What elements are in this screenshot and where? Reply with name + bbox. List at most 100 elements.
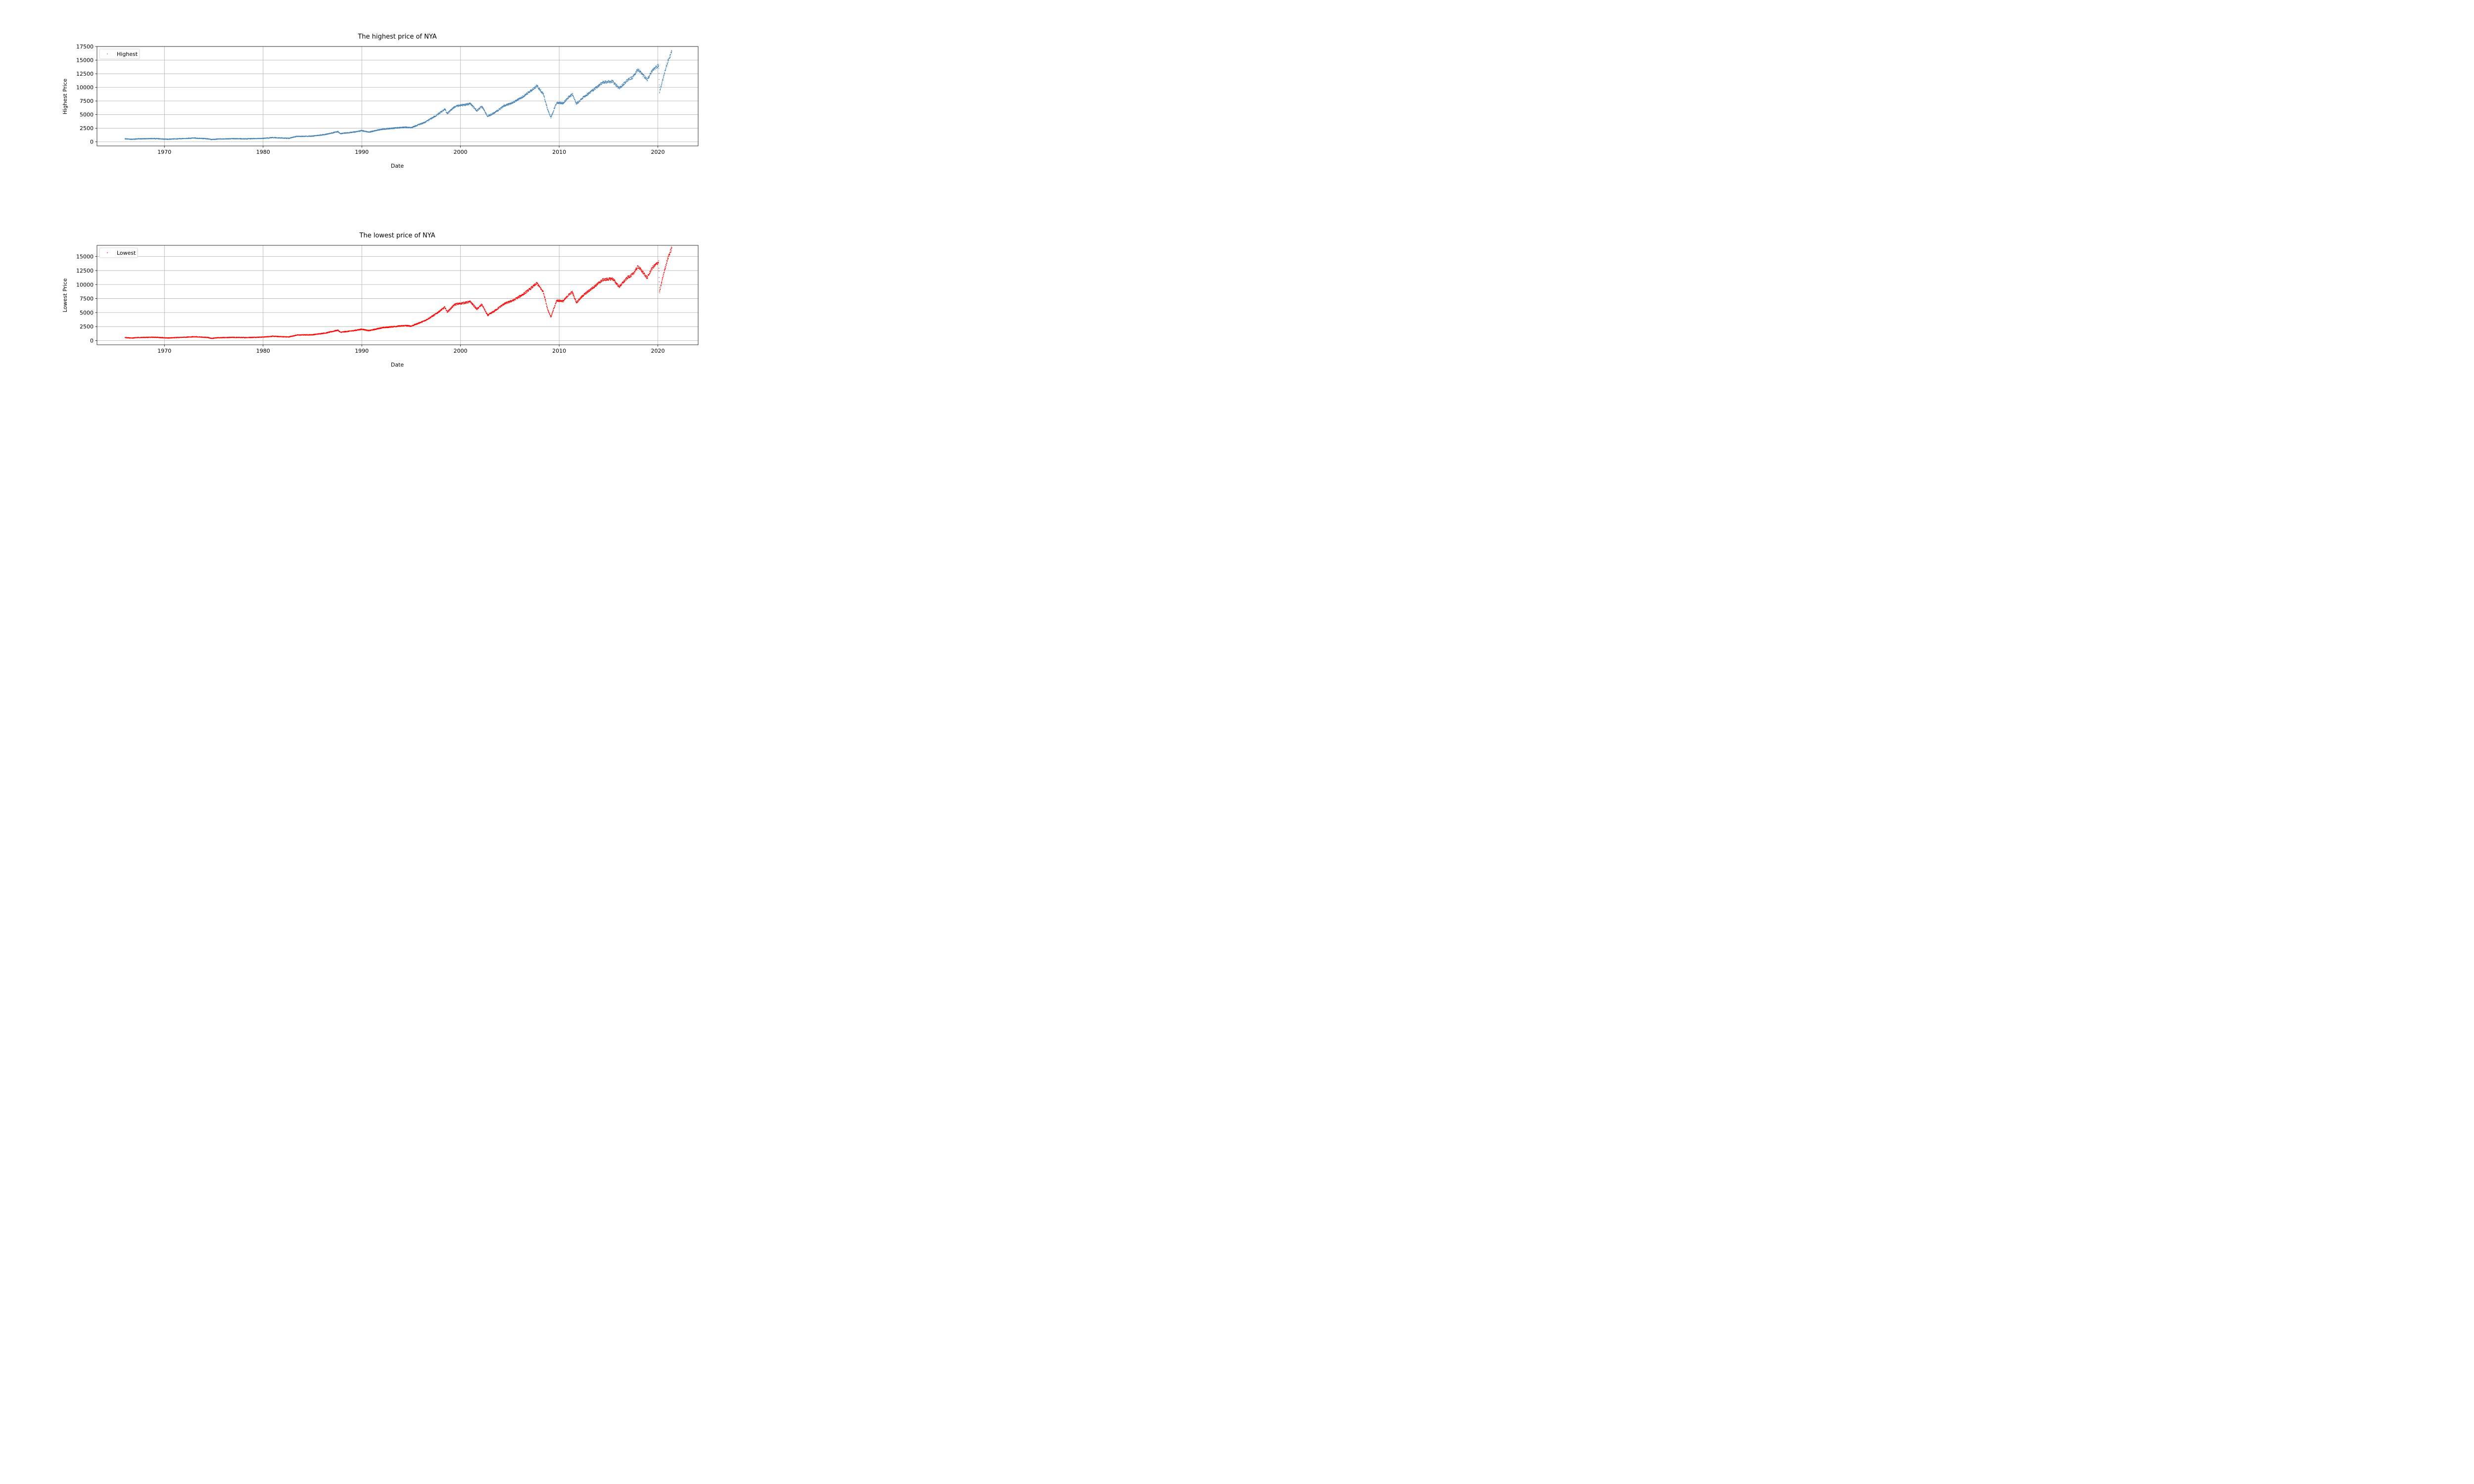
x-tick-label: 2000 [454,149,468,155]
data-point [638,69,639,70]
data-point [664,73,666,74]
data-point [655,67,657,68]
data-point [440,112,441,114]
y-tick-label: 17500 [76,44,94,50]
data-point [667,62,668,63]
data-point [567,98,568,100]
data-point [652,70,654,71]
data-point [471,105,472,106]
data-point [544,96,545,97]
data-point [643,76,645,77]
data-point [662,79,664,80]
data-point [663,79,664,81]
data-point [656,68,658,69]
data-point [652,71,653,72]
data-point [359,131,360,132]
data-point [644,75,646,77]
data-point [629,77,630,79]
data-point [460,104,461,105]
data-point [572,93,573,94]
data-point [571,95,572,97]
data-point [479,108,480,109]
data-point [670,54,671,55]
data-point [662,82,663,83]
data-point [598,86,599,87]
data-point [611,82,612,84]
data-point [661,87,662,88]
data-point [603,82,604,83]
data-point [638,68,639,70]
data-point [617,85,618,86]
data-point [621,84,623,85]
data-point [556,104,557,105]
data-point [471,104,472,105]
data-point [656,65,657,66]
data-point [659,87,660,88]
data-point [547,107,548,109]
data-point [391,128,393,130]
data-point [550,114,551,115]
data-point [454,106,456,107]
data-point [524,95,525,96]
x-tick-label: 1980 [256,149,270,155]
data-point [552,112,554,114]
data-point [633,76,634,77]
data-point [419,124,420,126]
data-point [631,77,633,79]
data-point [600,83,601,84]
data-point [379,129,381,130]
data-point [325,134,327,135]
data-point [632,77,633,79]
data-point [659,92,661,93]
data-point [391,127,392,129]
legend-marker [107,53,108,54]
data-point [565,101,566,102]
data-point [485,113,487,114]
data-point [548,112,550,113]
data-point [370,132,371,133]
data-point [660,88,661,89]
figure: The highest price of NYA 1970 1980 1990 200… [0,0,763,381]
data-point [500,109,501,110]
data-point [613,82,615,83]
legend-label: Highest [117,51,138,57]
data-point [488,115,489,116]
data-point [636,71,638,73]
data-point [428,120,430,121]
data-point [393,128,394,129]
data-point [421,124,423,125]
data-point [652,71,653,73]
data-point [470,104,471,105]
data-point [436,115,437,116]
data-point [545,101,546,102]
data-point [605,83,606,84]
data-point [591,91,592,93]
data-point [628,80,629,81]
data-point [665,70,666,71]
data-point [546,104,547,106]
data-point [552,114,553,115]
data-point [386,129,387,130]
data-point [540,91,541,92]
data-point [477,111,478,112]
data-point [647,80,648,81]
data-point [669,57,670,58]
data-point [532,89,534,91]
data-point [468,104,469,106]
data-point [621,85,622,86]
data-point [482,107,484,108]
data-point [599,84,600,85]
data-point [546,105,547,106]
data-point [362,130,364,131]
data-point [575,101,576,103]
data-point [428,120,429,122]
data-point [568,97,569,98]
data-point [624,81,625,82]
data-point [493,112,494,113]
data-point [548,110,549,112]
data-point [474,106,475,107]
y-tick-label: 10000 [76,85,94,91]
data-point [633,75,635,76]
data-point [653,70,654,71]
data-point [516,100,517,102]
